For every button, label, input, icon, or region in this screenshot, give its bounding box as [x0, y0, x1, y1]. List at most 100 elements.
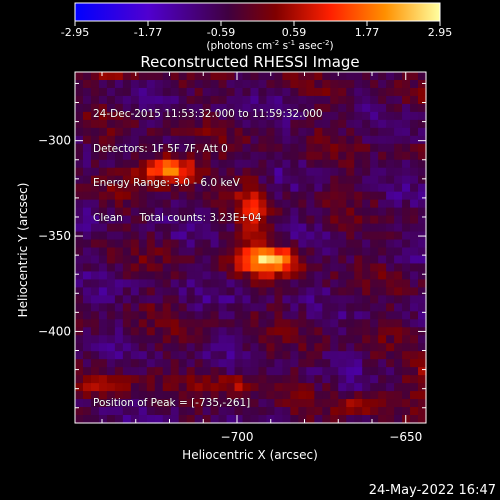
heatmap-cell: [242, 111, 252, 121]
heatmap-cell: [394, 103, 403, 113]
heatmap-cell: [154, 175, 164, 185]
heatmap-cell: [418, 343, 427, 352]
heatmap-cell: [346, 151, 355, 161]
heatmap-cell: [82, 199, 92, 209]
heatmap-cell: [298, 335, 307, 344]
heatmap-cell: [354, 247, 363, 257]
heatmap-cell: [130, 215, 140, 225]
heatmap-cell: [354, 239, 363, 249]
heatmap-cell: [146, 407, 156, 416]
heatmap-cell: [218, 399, 228, 408]
heatmap-cell: [306, 223, 315, 233]
heatmap-cell: [162, 359, 172, 368]
heatmap-cell: [418, 415, 427, 424]
heatmap-cell: [75, 311, 84, 320]
heatmap-cell: [378, 151, 387, 161]
heatmap-cell: [75, 175, 84, 185]
heatmap-cell: [266, 303, 276, 312]
heatmap-cell: [226, 407, 236, 416]
plot-axes: −700−650−600−300−350−400: [38, 72, 426, 444]
heatmap-cell: [378, 127, 387, 137]
heatmap-cell: [154, 399, 164, 408]
heatmap-cell: [410, 207, 419, 217]
heatmap-cell: [130, 191, 140, 201]
heatmap-cell: [274, 263, 284, 273]
heatmap-cell: [242, 375, 252, 384]
heatmap-cell: [298, 143, 307, 153]
heatmap-cell: [362, 72, 371, 81]
heatmap-cell: [258, 287, 268, 296]
heatmap-cell: [346, 279, 355, 288]
heatmap-cell: [114, 167, 124, 177]
heatmap-cell: [354, 319, 363, 328]
heatmap-cell: [146, 79, 156, 89]
heatmap-cell: [75, 351, 84, 360]
heatmap-cell: [130, 79, 140, 89]
heatmap-cell: [282, 327, 291, 336]
heatmap-cell: [186, 127, 196, 137]
heatmap-cell: [234, 207, 244, 217]
heatmap-cell: [178, 127, 188, 137]
y-tick-label: −300: [38, 134, 71, 148]
heatmap-cell: [410, 127, 419, 137]
heatmap-cell: [314, 239, 323, 249]
heatmap-cell: [202, 303, 212, 312]
heatmap-cell: [290, 215, 299, 225]
heatmap-cell: [186, 151, 196, 161]
heatmap-cell: [186, 183, 196, 193]
heatmap-cell: [330, 279, 339, 288]
heatmap-cell: [370, 383, 379, 392]
heatmap-cell: [122, 351, 132, 360]
heatmap-cell: [186, 391, 196, 400]
heatmap-cell: [330, 407, 339, 416]
heatmap-cell: [210, 79, 220, 89]
heatmap-cell: [322, 407, 331, 416]
heatmap-cell: [138, 351, 148, 360]
heatmap-cell: [338, 359, 347, 368]
heatmap-cell: [402, 95, 411, 105]
heatmap-cell: [130, 375, 140, 384]
heatmap-cell: [314, 159, 323, 169]
heatmap-cell: [106, 359, 116, 368]
heatmap-cell: [282, 303, 291, 312]
heatmap-cell: [130, 287, 140, 296]
heatmap-cell: [146, 223, 156, 233]
heatmap-cell: [378, 135, 387, 145]
heatmap-cell: [202, 175, 212, 185]
heatmap-cell: [154, 327, 164, 336]
heatmap-cell: [314, 223, 323, 233]
heatmap-cell: [234, 111, 244, 121]
heatmap-cell: [210, 279, 220, 288]
heatmap-cell: [314, 135, 323, 145]
heatmap-cell: [194, 391, 204, 400]
heatmap-cell: [75, 103, 84, 113]
heatmap-cell: [162, 119, 172, 129]
heatmap-cell: [114, 351, 124, 360]
heatmap-cell: [250, 159, 260, 169]
heatmap-cell: [98, 119, 108, 129]
heatmap-cell: [242, 127, 252, 137]
heatmap-cell: [122, 263, 132, 273]
heatmap-cell: [130, 247, 140, 257]
heatmap-cell: [394, 143, 403, 153]
heatmap-cell: [266, 319, 276, 328]
heatmap-cell: [330, 159, 339, 169]
heatmap-cell: [306, 375, 315, 384]
heatmap-cell: [370, 175, 379, 185]
heatmap-cell: [362, 391, 371, 400]
heatmap-cell: [114, 231, 124, 241]
heatmap-cell: [130, 279, 140, 288]
heatmap-cell: [386, 335, 395, 344]
heatmap-cell: [250, 319, 260, 328]
heatmap-cell: [90, 199, 100, 209]
heatmap-cell: [354, 407, 363, 416]
heatmap-cell: [298, 279, 307, 288]
heatmap-cell: [290, 199, 299, 209]
heatmap-cell: [258, 351, 268, 360]
heatmap-cell: [122, 199, 132, 209]
heatmap-cell: [274, 327, 284, 336]
heatmap-cell: [170, 311, 180, 320]
heatmap-cell: [90, 111, 100, 121]
heatmap-cell: [386, 215, 395, 225]
heatmap-cell: [338, 151, 347, 161]
